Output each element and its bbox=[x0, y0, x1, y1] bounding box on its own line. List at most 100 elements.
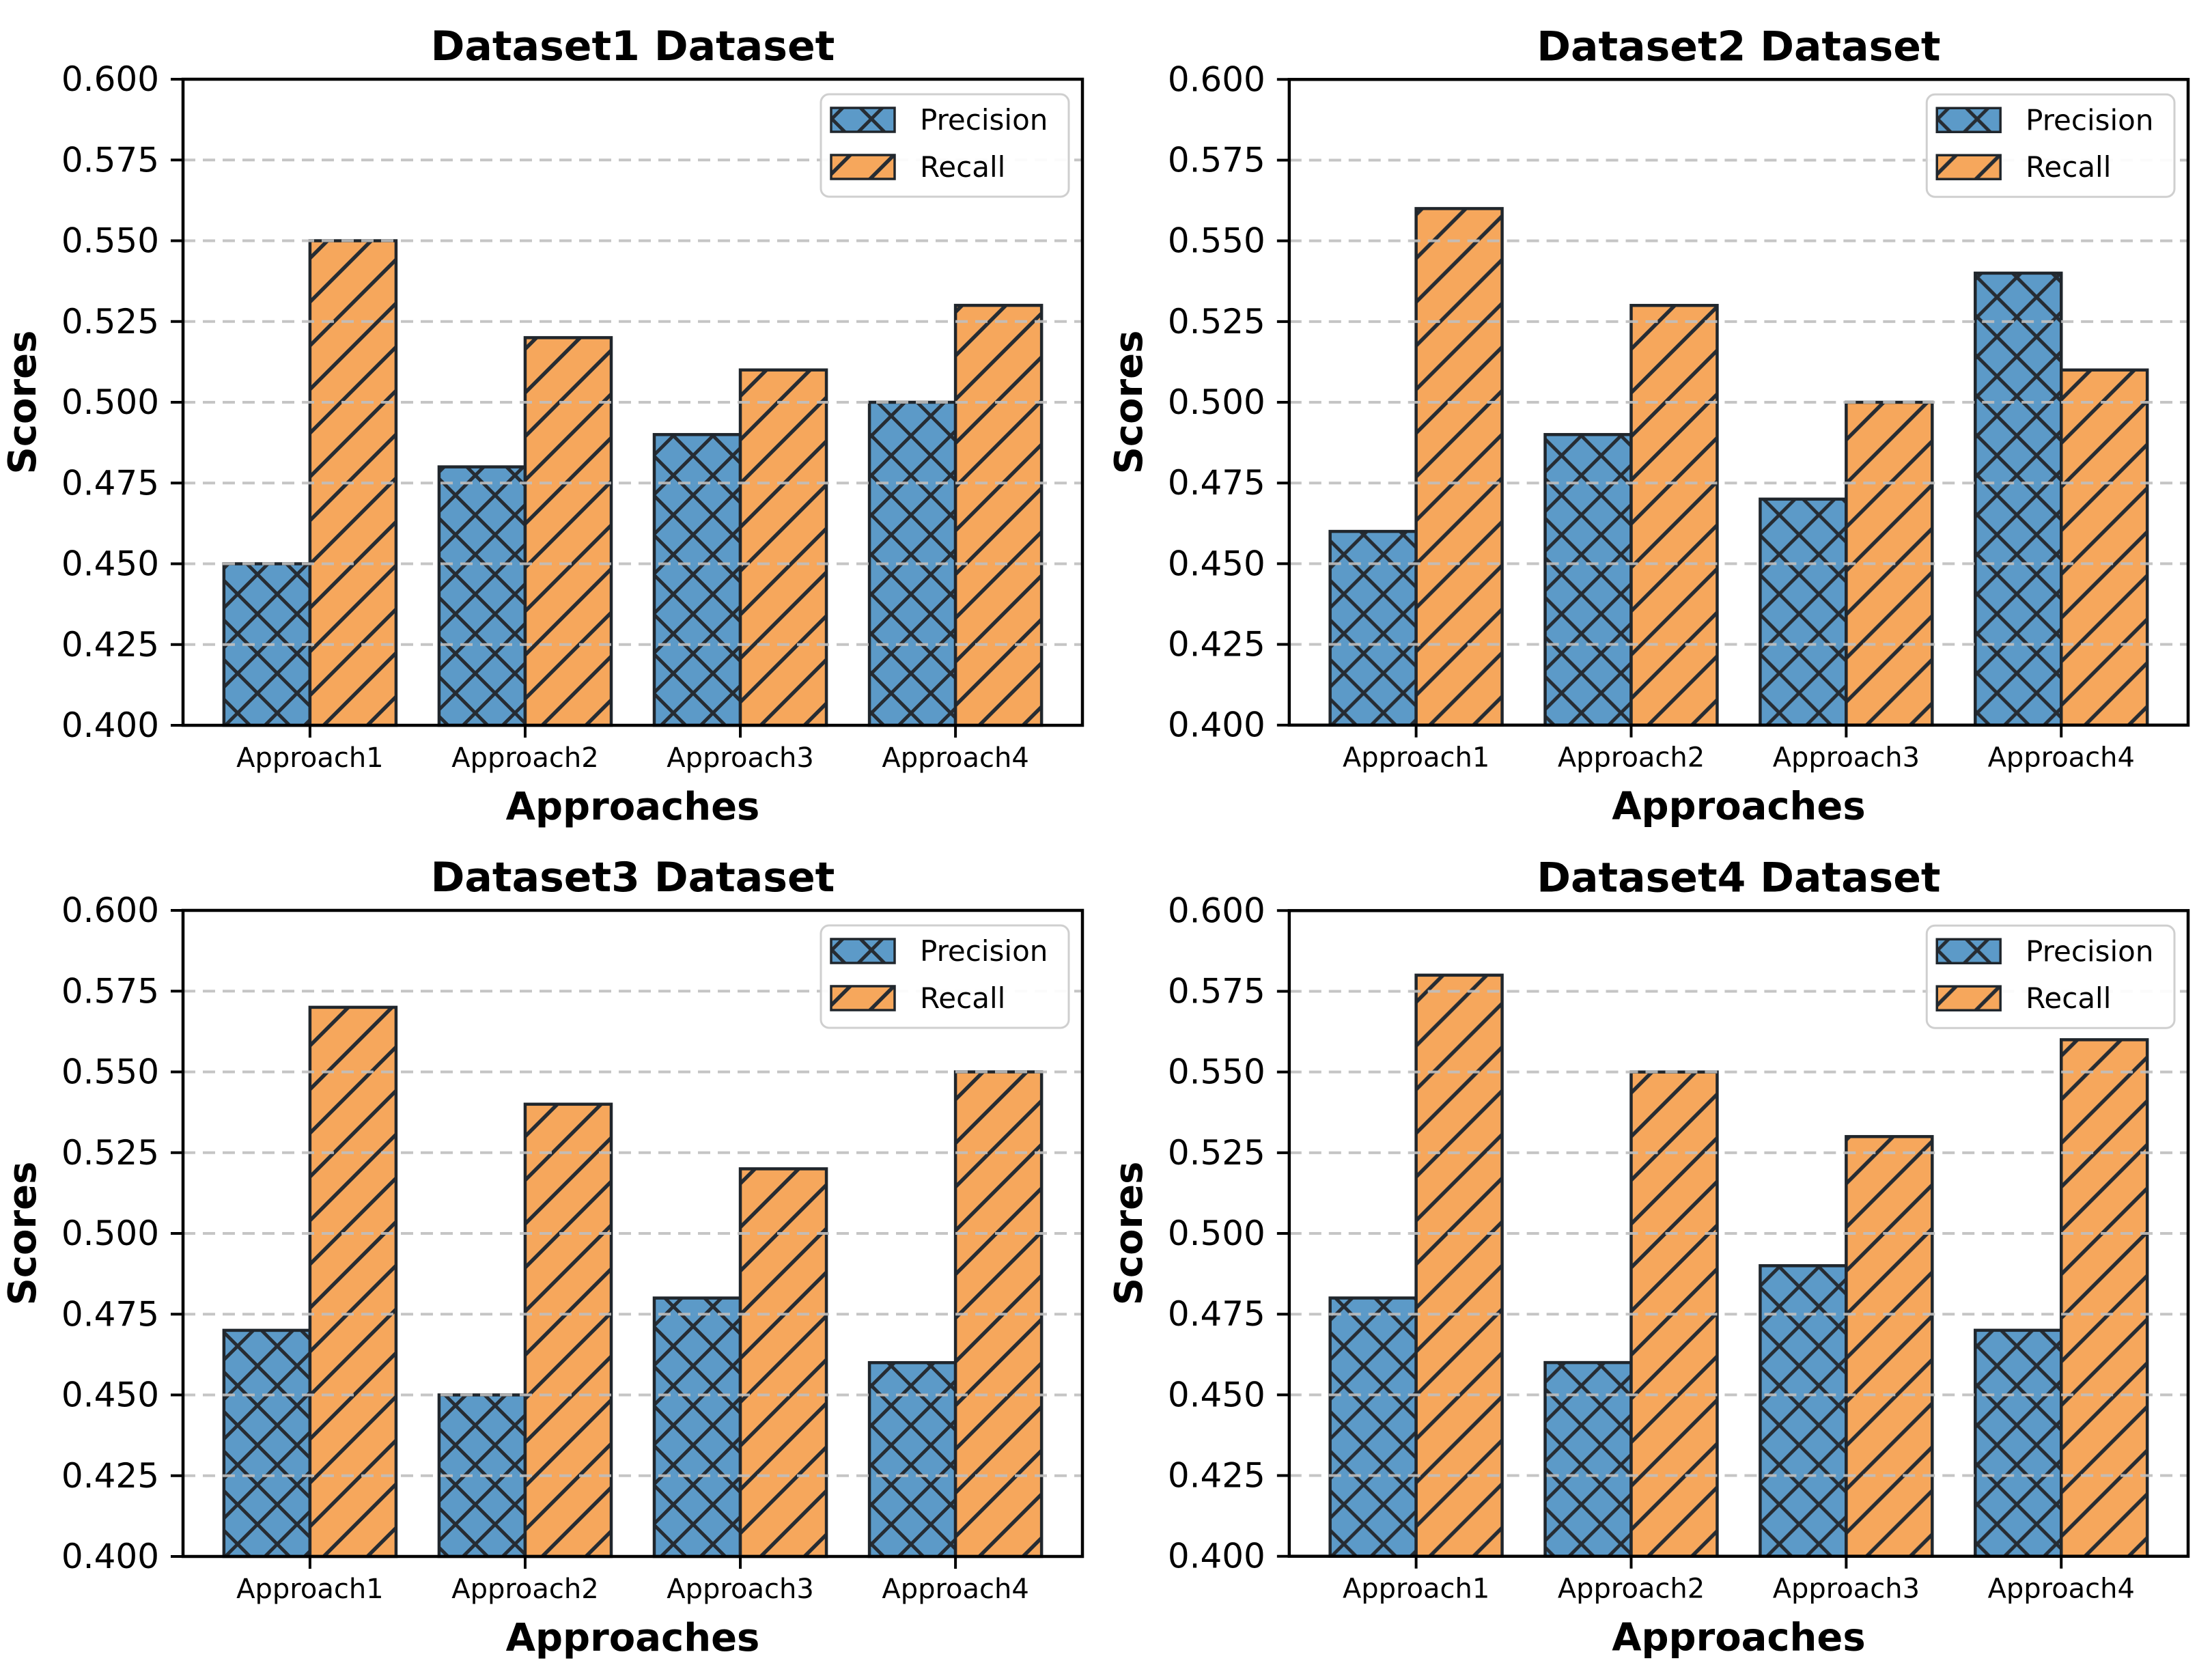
x-tick-label-approach2: Approach2 bbox=[451, 742, 599, 774]
y-tick-label: 0.425 bbox=[61, 1456, 159, 1496]
legend: Precision Recall bbox=[820, 93, 1070, 198]
bar-recall-approach4 bbox=[953, 303, 1044, 727]
legend-entry-recall: Recall bbox=[1935, 150, 2111, 184]
bar-recall-approach3 bbox=[738, 1167, 828, 1559]
y-tick-label: 0.500 bbox=[1168, 382, 1265, 422]
chart-title: Dataset4 Dataset bbox=[1537, 854, 1940, 902]
legend-label-precision: Precision bbox=[920, 103, 1048, 137]
chart-cell-dataset4: 0.400 0.425 0.450 0.475 0.500 0.525 0.550 0.575… bbox=[1106, 831, 2212, 1663]
y-tick-label: 0.600 bbox=[1168, 59, 1265, 99]
x-tick-label-approach4: Approach4 bbox=[882, 742, 1029, 774]
chart-dataset1: 0.400 0.425 0.450 0.475 0.500 0.525 0.550 0.575… bbox=[1, 23, 1084, 829]
legend-entry-precision: Precision bbox=[830, 934, 1048, 968]
bar-recall-approach2 bbox=[523, 1102, 613, 1559]
y-tick-label: 0.400 bbox=[61, 1537, 159, 1576]
y-tick-label: 0.400 bbox=[1168, 1537, 1265, 1576]
y-tick-label: 0.450 bbox=[61, 1375, 159, 1415]
bar-recall-approach2 bbox=[523, 336, 613, 727]
y-tick-label: 0.475 bbox=[1168, 463, 1265, 503]
y-axis-label: Scores bbox=[1107, 331, 1151, 475]
bar-precision-approach3 bbox=[1759, 497, 1848, 727]
legend-swatch-precision bbox=[830, 107, 896, 133]
x-tick-label-approach3: Approach3 bbox=[667, 1574, 814, 1605]
y-tick-label: 0.475 bbox=[1168, 1294, 1265, 1334]
chart-dataset2: 0.400 0.425 0.450 0.475 0.500 0.525 0.550 0.575… bbox=[1107, 23, 2190, 829]
legend-swatch-recall bbox=[1935, 154, 2002, 180]
bar-precision-approach1 bbox=[222, 1328, 312, 1559]
bar-recall-approach4 bbox=[2059, 368, 2149, 727]
chart-cell-dataset1: 0.400 0.425 0.450 0.475 0.500 0.525 0.550 0.575… bbox=[0, 0, 1106, 831]
y-axis-label: Scores bbox=[1, 331, 45, 475]
y-tick-label: 0.525 bbox=[61, 1133, 159, 1173]
legend-entry-recall: Recall bbox=[830, 150, 1005, 184]
bar-precision-approach4 bbox=[1974, 1328, 2063, 1558]
plot-spines bbox=[1287, 909, 2190, 1558]
legend: Precision Recall bbox=[1925, 93, 2176, 198]
bar-precision-approach4 bbox=[867, 1360, 957, 1559]
legend-swatch-recall bbox=[830, 154, 896, 180]
x-axis-label: Approaches bbox=[506, 785, 760, 829]
bar-precision-approach3 bbox=[652, 1296, 742, 1559]
legend-entry-precision: Precision bbox=[830, 103, 1048, 137]
y-tick-label: 0.500 bbox=[61, 1214, 159, 1253]
y-tick-label: 0.475 bbox=[61, 1294, 159, 1334]
legend-swatch-precision bbox=[1935, 107, 2002, 134]
y-tick-label: 0.500 bbox=[61, 382, 159, 422]
bar-precision-approach4 bbox=[1974, 271, 2063, 727]
bar-recall-approach1 bbox=[1414, 973, 1504, 1558]
legend-swatch-precision bbox=[830, 938, 896, 964]
legend-label-precision: Precision bbox=[920, 934, 1048, 968]
legend-entry-precision: Precision bbox=[1935, 103, 2153, 137]
y-tick-label: 0.575 bbox=[1168, 971, 1265, 1011]
y-tick-label: 0.550 bbox=[1168, 221, 1265, 261]
y-tick-label: 0.525 bbox=[1168, 302, 1265, 341]
x-axis-label: Approaches bbox=[506, 1616, 760, 1660]
y-tick-label: 0.575 bbox=[61, 971, 159, 1011]
y-tick-label: 0.600 bbox=[61, 891, 159, 930]
legend-label-recall: Recall bbox=[2026, 981, 2111, 1015]
chart-cell-dataset2: 0.400 0.425 0.450 0.475 0.500 0.525 0.550 0.575… bbox=[1106, 0, 2212, 831]
legend-label-recall: Recall bbox=[920, 150, 1005, 184]
y-tick-label: 0.550 bbox=[61, 221, 159, 261]
x-tick-label-approach1: Approach1 bbox=[236, 1574, 384, 1605]
y-tick-label: 0.550 bbox=[1168, 1052, 1265, 1092]
legend-label-recall: Recall bbox=[920, 981, 1005, 1015]
y-tick-label: 0.500 bbox=[1168, 1214, 1265, 1253]
x-tick-label-approach3: Approach3 bbox=[667, 742, 814, 774]
legend-label-recall: Recall bbox=[2026, 150, 2111, 184]
bar-recall-approach3 bbox=[1845, 1134, 1934, 1558]
x-tick-label-approach4: Approach4 bbox=[1988, 1574, 2135, 1605]
legend: Precision Recall bbox=[820, 924, 1070, 1029]
bar-precision-approach1 bbox=[1328, 1296, 1418, 1558]
chart-cell-dataset3: 0.400 0.425 0.450 0.475 0.500 0.525 0.550 0.575… bbox=[0, 831, 1106, 1663]
y-axis-label: Scores bbox=[1, 1162, 45, 1306]
bar-recall-approach3 bbox=[738, 368, 828, 727]
chart-dataset3: 0.400 0.425 0.450 0.475 0.500 0.525 0.550 0.575… bbox=[1, 854, 1084, 1660]
y-axis-label: Scores bbox=[1107, 1162, 1151, 1306]
chart-title: Dataset2 Dataset bbox=[1537, 23, 1940, 70]
y-tick-label: 0.400 bbox=[1168, 705, 1265, 745]
legend-entry-recall: Recall bbox=[830, 981, 1005, 1015]
y-tick-label: 0.525 bbox=[1168, 1133, 1265, 1173]
y-tick-label: 0.450 bbox=[1168, 544, 1265, 583]
bar-recall-approach1 bbox=[1414, 207, 1504, 727]
x-tick-label-approach3: Approach3 bbox=[1773, 1574, 1920, 1605]
bar-recall-approach1 bbox=[308, 1005, 398, 1559]
legend-label-precision: Precision bbox=[2026, 934, 2153, 968]
legend-entry-recall: Recall bbox=[1935, 981, 2111, 1015]
plot-spines bbox=[1287, 78, 2190, 727]
legend: Precision Recall bbox=[1925, 924, 2176, 1029]
chart-title: Dataset3 Dataset bbox=[431, 854, 835, 902]
y-tick-label: 0.425 bbox=[1168, 1456, 1265, 1496]
y-tick-label: 0.425 bbox=[1168, 625, 1265, 665]
legend-swatch-precision bbox=[1935, 938, 2002, 965]
x-axis-label: Approaches bbox=[1612, 785, 1865, 829]
x-tick-label-approach4: Approach4 bbox=[882, 1574, 1029, 1605]
x-tick-label-approach1: Approach1 bbox=[236, 742, 384, 774]
chart-title: Dataset1 Dataset bbox=[431, 23, 835, 70]
x-tick-label-approach1: Approach1 bbox=[1343, 742, 1489, 774]
legend-entry-precision: Precision bbox=[1935, 934, 2153, 968]
y-tick-label: 0.600 bbox=[61, 59, 159, 99]
bar-precision-approach2 bbox=[1543, 1360, 1633, 1558]
y-tick-label: 0.450 bbox=[1168, 1375, 1265, 1414]
